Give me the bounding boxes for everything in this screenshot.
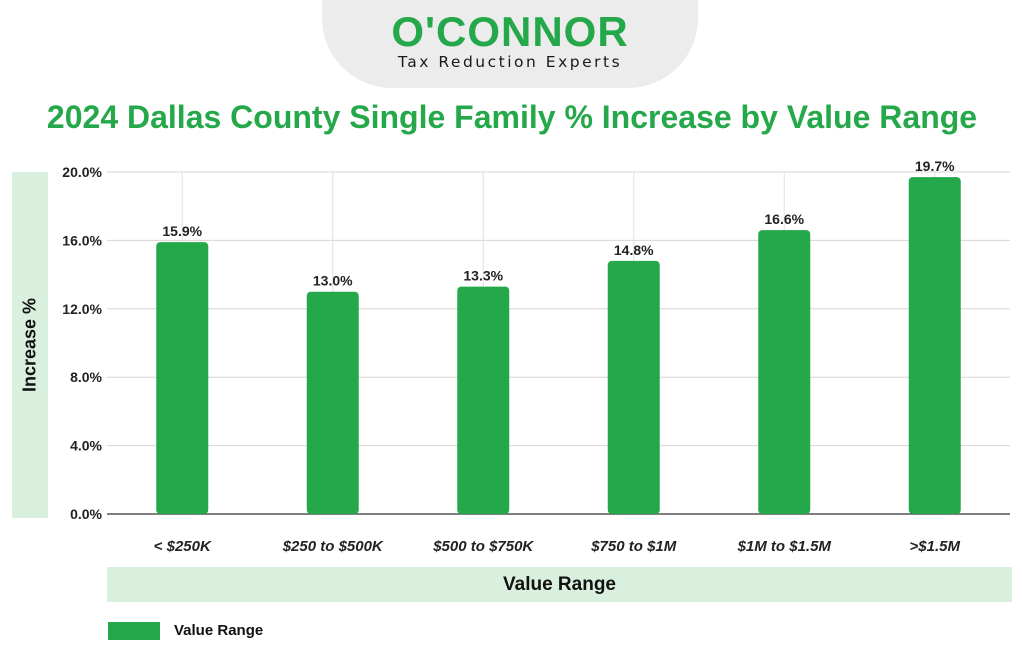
- y-tick-label: 0.0%: [70, 506, 102, 522]
- data-label: 19.7%: [915, 158, 955, 174]
- legend-swatch: [108, 622, 160, 640]
- x-tick-label: $250 to $500K: [282, 538, 384, 555]
- bar: [758, 230, 811, 514]
- bar: [908, 177, 961, 514]
- x-axis-label: Value Range: [503, 574, 616, 595]
- y-tick-label: 12.0%: [62, 301, 102, 317]
- bar: [156, 242, 209, 515]
- bar: [457, 286, 510, 514]
- x-tick-label: >$1.5M: [910, 538, 961, 555]
- x-tick-label: $750 to $1M: [590, 538, 677, 555]
- x-tick-label: $1M to $1.5M: [737, 538, 832, 555]
- y-tick-label: 4.0%: [70, 438, 102, 454]
- brand-logo: O'CONNOR: [391, 8, 629, 55]
- y-tick-label: 16.0%: [62, 232, 102, 248]
- brand-tagline: Tax Reduction Experts: [397, 53, 623, 71]
- data-label: 13.3%: [463, 268, 503, 284]
- logo-background: [322, 0, 698, 88]
- x-tick-label: < $250K: [154, 538, 212, 555]
- bar: [306, 291, 359, 514]
- data-label: 15.9%: [162, 223, 202, 239]
- x-tick-label: $500 to $750K: [432, 538, 534, 555]
- chart-title: 2024 Dallas County Single Family % Incre…: [46, 99, 978, 135]
- data-label: 13.0%: [313, 273, 353, 289]
- bar: [607, 260, 660, 514]
- y-axis-label-band: [12, 172, 48, 518]
- y-tick-label: 8.0%: [70, 369, 102, 385]
- x-axis-label-band: [107, 567, 1012, 602]
- legend-label: Value Range: [174, 622, 264, 639]
- y-tick-label: 20.0%: [62, 164, 102, 180]
- data-label: 14.8%: [614, 242, 654, 258]
- data-label: 16.6%: [764, 211, 804, 227]
